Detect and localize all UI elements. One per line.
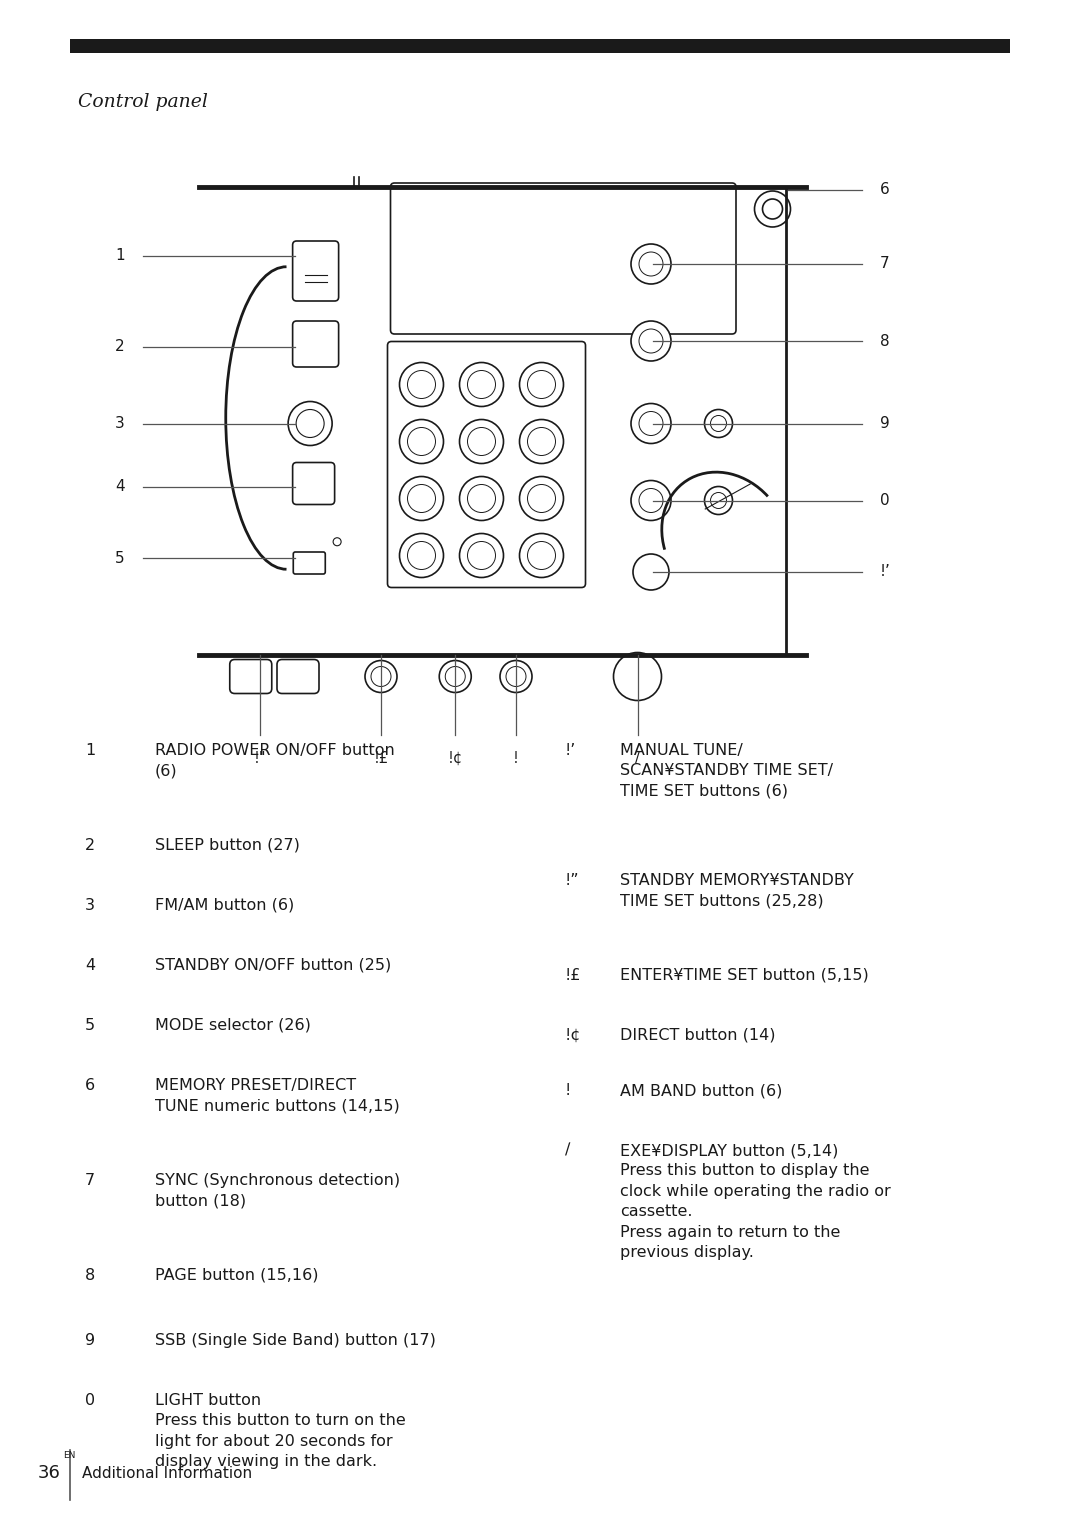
Text: 2: 2 — [85, 839, 95, 852]
Circle shape — [639, 411, 663, 435]
Text: !”: !” — [565, 872, 580, 888]
FancyBboxPatch shape — [388, 342, 585, 587]
Circle shape — [407, 484, 435, 512]
Text: MODE selector (26): MODE selector (26) — [156, 1018, 311, 1033]
Circle shape — [704, 486, 732, 515]
Text: MANUAL TUNE/
SCAN¥STANDBY TIME SET/
TIME SET buttons (6): MANUAL TUNE/ SCAN¥STANDBY TIME SET/ TIME… — [620, 744, 833, 799]
Text: SYNC (Synchronous detection)
button (18): SYNC (Synchronous detection) button (18) — [156, 1173, 400, 1208]
Text: EN: EN — [63, 1452, 76, 1459]
Circle shape — [400, 420, 444, 463]
Circle shape — [631, 244, 671, 284]
FancyBboxPatch shape — [230, 659, 272, 693]
Text: EXE¥DISPLAY button (5,14)
Press this button to display the
clock while operating: EXE¥DISPLAY button (5,14) Press this but… — [620, 1144, 891, 1260]
Circle shape — [468, 484, 496, 512]
Text: 1: 1 — [116, 248, 125, 264]
Text: DIRECT button (14): DIRECT button (14) — [620, 1029, 775, 1042]
Circle shape — [755, 192, 791, 227]
Circle shape — [527, 541, 555, 569]
Circle shape — [459, 477, 503, 521]
Text: Control panel: Control panel — [78, 94, 207, 110]
Circle shape — [459, 420, 503, 463]
Text: MEMORY PRESET/DIRECT
TUNE numeric buttons (14,15): MEMORY PRESET/DIRECT TUNE numeric button… — [156, 1078, 400, 1113]
Circle shape — [519, 420, 564, 463]
Text: SLEEP button (27): SLEEP button (27) — [156, 839, 300, 852]
Text: 6: 6 — [880, 182, 890, 198]
Circle shape — [459, 533, 503, 578]
Text: 4: 4 — [116, 480, 125, 494]
Circle shape — [468, 541, 496, 569]
Circle shape — [762, 199, 783, 219]
Text: Additional Information: Additional Information — [82, 1466, 252, 1481]
Text: 9: 9 — [880, 415, 890, 431]
Circle shape — [296, 409, 324, 437]
Circle shape — [400, 362, 444, 406]
Text: ENTER¥TIME SET button (5,15): ENTER¥TIME SET button (5,15) — [620, 967, 868, 983]
Text: 6: 6 — [85, 1078, 95, 1093]
Text: 9: 9 — [85, 1334, 95, 1348]
Text: LIGHT button
Press this button to turn on the
light for about 20 seconds for
dis: LIGHT button Press this button to turn o… — [156, 1393, 406, 1469]
FancyBboxPatch shape — [391, 182, 735, 334]
Circle shape — [445, 667, 465, 687]
Text: 8: 8 — [85, 1268, 95, 1283]
Text: !£: !£ — [374, 751, 389, 766]
Circle shape — [333, 538, 341, 546]
Text: !¢: !¢ — [565, 1029, 581, 1042]
Text: ∕: ∕ — [565, 1144, 570, 1157]
FancyBboxPatch shape — [293, 241, 339, 300]
Circle shape — [527, 484, 555, 512]
Text: 36: 36 — [38, 1464, 60, 1482]
Text: 0: 0 — [85, 1393, 95, 1407]
FancyBboxPatch shape — [293, 320, 339, 366]
Circle shape — [507, 667, 526, 687]
FancyBboxPatch shape — [276, 659, 319, 693]
Circle shape — [519, 477, 564, 521]
Circle shape — [711, 492, 727, 509]
Text: !£: !£ — [565, 967, 581, 983]
Circle shape — [527, 428, 555, 455]
Text: 7: 7 — [880, 256, 890, 271]
Circle shape — [468, 428, 496, 455]
Text: RADIO POWER ON/OFF button
(6): RADIO POWER ON/OFF button (6) — [156, 744, 395, 779]
Circle shape — [407, 541, 435, 569]
Circle shape — [500, 661, 532, 693]
Circle shape — [639, 489, 663, 512]
Circle shape — [459, 362, 503, 406]
Circle shape — [613, 653, 661, 701]
Text: SSB (Single Side Band) button (17): SSB (Single Side Band) button (17) — [156, 1334, 436, 1348]
Text: !¢: !¢ — [447, 751, 463, 766]
Text: FM/AM button (6): FM/AM button (6) — [156, 898, 294, 914]
Text: !’: !’ — [565, 744, 577, 757]
Text: 1: 1 — [85, 744, 95, 757]
Circle shape — [519, 533, 564, 578]
Circle shape — [372, 667, 391, 687]
Text: 0: 0 — [880, 494, 890, 507]
Circle shape — [633, 553, 669, 590]
Text: 5: 5 — [116, 550, 125, 566]
Text: 2: 2 — [116, 339, 125, 354]
Circle shape — [631, 403, 671, 443]
Circle shape — [639, 251, 663, 276]
Text: 4: 4 — [85, 958, 95, 973]
Text: AM BAND button (6): AM BAND button (6) — [620, 1082, 782, 1098]
Circle shape — [400, 477, 444, 521]
Circle shape — [407, 428, 435, 455]
Circle shape — [407, 371, 435, 399]
Circle shape — [519, 362, 564, 406]
Circle shape — [711, 415, 727, 431]
Text: 3: 3 — [116, 415, 125, 431]
Text: STANDBY ON/OFF button (25): STANDBY ON/OFF button (25) — [156, 958, 391, 973]
Text: !": !" — [253, 751, 266, 766]
Circle shape — [288, 402, 333, 446]
Circle shape — [631, 320, 671, 360]
Circle shape — [468, 371, 496, 399]
Circle shape — [631, 480, 671, 521]
Circle shape — [365, 661, 397, 693]
Text: !: ! — [513, 751, 518, 766]
Text: !’: !’ — [880, 564, 891, 579]
Text: 8: 8 — [880, 334, 890, 348]
Text: 7: 7 — [85, 1173, 95, 1188]
Circle shape — [527, 371, 555, 399]
Text: 3: 3 — [85, 898, 95, 914]
Bar — [70, 38, 1010, 54]
Circle shape — [440, 661, 471, 693]
